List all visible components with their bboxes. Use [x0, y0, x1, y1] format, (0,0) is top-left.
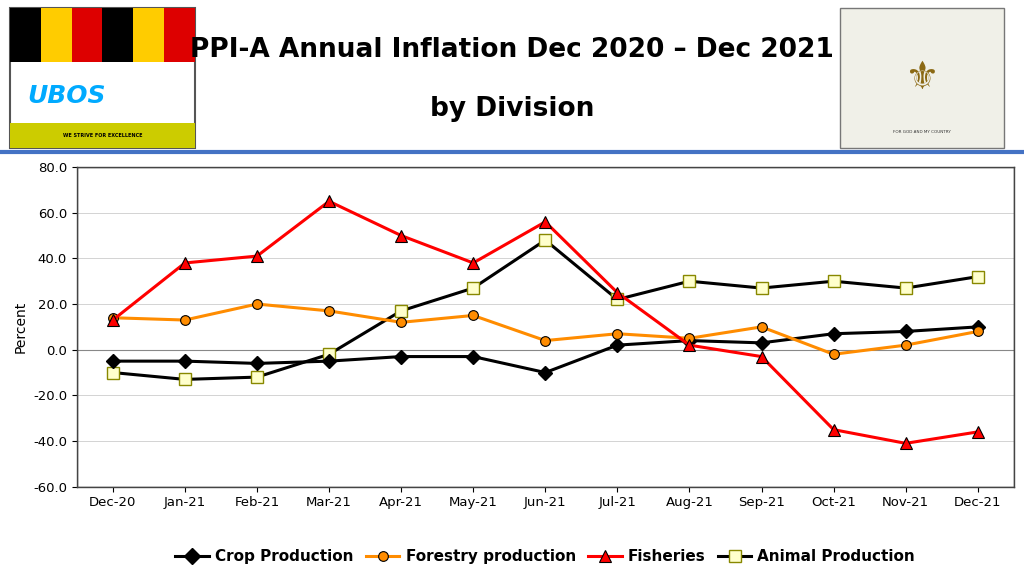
Y-axis label: Percent: Percent	[13, 301, 28, 353]
Bar	[77, 167, 1014, 487]
Bar	[133, 7, 164, 62]
FancyBboxPatch shape	[10, 7, 195, 147]
Text: WE STRIVE FOR EXCELLENCE: WE STRIVE FOR EXCELLENCE	[62, 133, 142, 138]
FancyBboxPatch shape	[840, 7, 1004, 147]
Text: ⚜: ⚜	[904, 59, 939, 97]
Bar	[164, 7, 195, 62]
Text: UBOS: UBOS	[28, 85, 105, 108]
Bar	[102, 7, 133, 62]
Bar	[10, 123, 195, 147]
Bar	[41, 7, 72, 62]
Bar	[72, 7, 102, 62]
Text: PPI-A Annual Inflation Dec 2020 – Dec 2021: PPI-A Annual Inflation Dec 2020 – Dec 20…	[190, 37, 834, 63]
Text: FOR GOD AND MY COUNTRY: FOR GOD AND MY COUNTRY	[893, 130, 950, 134]
Bar	[10, 7, 41, 62]
Legend: Crop Production, Forestry production, Fisheries, Animal Production: Crop Production, Forestry production, Fi…	[169, 543, 922, 570]
Text: by Division: by Division	[430, 96, 594, 122]
